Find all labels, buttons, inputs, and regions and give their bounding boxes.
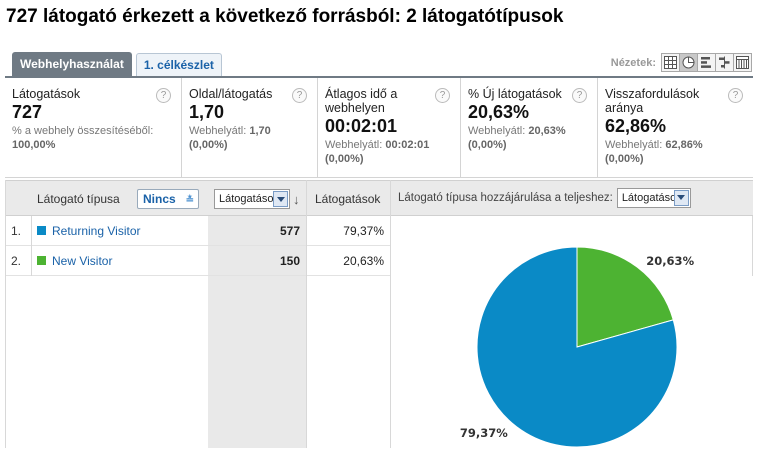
table-view-icon[interactable] <box>661 53 680 72</box>
metric-sub-text: Webhelyátl: <box>325 139 383 151</box>
divider <box>390 180 391 448</box>
metric-sub-value: (0,00%) <box>468 139 507 151</box>
tab-goal-set-1[interactable]: 1. célkészlet <box>135 53 222 76</box>
metric-new-visits: % Új látogatások 20,63% Webhelyátl: 20,6… <box>461 78 598 177</box>
metric-sub-text: Webhelyátl: <box>605 139 663 151</box>
metric-avg-time: Átlagos idő a webhelyen 00:02:01 Webhely… <box>318 78 461 177</box>
table-header: Látogató típusa Nincs ≛ Látogatások ↓ Lá… <box>5 180 753 216</box>
metric-sub: Webhelyátl: 00:02:01 (0,00%) <box>325 138 454 166</box>
metric-value: 1,70 <box>189 102 225 122</box>
metric-value: 62,86% <box>605 116 667 136</box>
metric-sub-inline: 20,63% <box>528 125 566 137</box>
metric-label: Visszafordulások aránya <box>605 87 700 115</box>
metric-value: 20,63% <box>468 102 530 122</box>
metric-sub-text: Webhelyátl: <box>468 125 526 137</box>
pie-view-icon[interactable] <box>679 53 698 72</box>
secondary-dimension-value: Nincs <box>143 192 176 206</box>
metrics-summary: Látogatások 727 % a webhely összesítéséb… <box>5 78 753 178</box>
chevron-down-icon <box>273 191 288 207</box>
metric-label: Látogatások <box>12 87 81 101</box>
pie-label: 79,37% <box>460 426 508 440</box>
pie-chart: 20,63% 79,37% <box>460 246 695 448</box>
metric-sub: Webhelyátl: 62,86% (0,00%) <box>605 138 747 166</box>
bar-view-icon[interactable] <box>697 53 716 72</box>
data-table: Látogató típusa Nincs ≛ Látogatások ↓ Lá… <box>5 180 753 448</box>
view-switcher: Nézetek: <box>611 53 752 72</box>
color-swatch <box>37 256 46 265</box>
row-number: 1. <box>11 224 22 238</box>
help-icon[interactable]: ? <box>435 88 450 103</box>
help-icon[interactable]: ? <box>572 88 587 103</box>
metric-value: 727 <box>12 102 43 122</box>
help-icon[interactable]: ? <box>156 88 171 103</box>
metric-label: Oldal/látogatás <box>189 87 273 101</box>
metric-sub-text: % a webhely összesítéséből: <box>12 125 154 137</box>
metric-header[interactable]: Látogatások <box>315 191 381 206</box>
pie-slice-returning-visitor[interactable] <box>476 246 678 448</box>
row-percent: 79,37% <box>343 224 384 238</box>
divider <box>306 180 307 448</box>
metric-pages-per-visit: Oldal/látogatás 1,70 Webhelyátl: 1,70 (0,… <box>182 78 318 177</box>
page-title: 727 látogató érkezett a következő forrás… <box>6 6 564 27</box>
help-icon[interactable]: ? <box>292 88 307 103</box>
metric-visits: Látogatások 727 % a webhely összesítéséb… <box>5 78 182 177</box>
row-percent: 20,63% <box>343 254 384 268</box>
metric-sub-inline: 62,86% <box>665 139 703 151</box>
metric-label: Átlagos idő a webhelyen <box>325 87 398 115</box>
row-number: 2. <box>11 254 22 268</box>
row-link[interactable]: New Visitor <box>52 254 113 268</box>
pie-label: 20,63% <box>646 254 694 268</box>
chevron-down-icon <box>673 189 689 206</box>
metric-bounce-rate: Visszafordulások aránya 62,86% Webhelyát… <box>598 78 753 177</box>
sort-descending-icon[interactable]: ↓ <box>293 192 300 207</box>
dimension-header[interactable]: Látogató típusa <box>37 191 120 206</box>
metric-sub-inline: 1,70 <box>249 125 271 137</box>
pie-metric-select[interactable]: Látogatások <box>616 187 691 208</box>
pie-contribution-label: Látogató típusa hozzájárulása a teljeshe… <box>398 191 613 204</box>
pie-header: Látogató típusa hozzájárulása a teljeshe… <box>390 180 753 215</box>
row-value: 150 <box>279 254 300 268</box>
metric-sub-value: (0,00%) <box>325 153 364 165</box>
table-row: 2. New Visitor 150 20,63% <box>5 246 390 276</box>
metric-sub: % a webhely összesítéséből: 100,00% <box>12 124 175 152</box>
help-icon[interactable]: ? <box>728 88 743 103</box>
sort-metric-value: Látogatások <box>219 193 279 205</box>
metric-sub-value: 100,00% <box>12 139 56 151</box>
metric-label: % Új látogatások <box>468 87 562 101</box>
sort-metric-select[interactable]: Látogatások <box>214 189 290 209</box>
row-link[interactable]: Returning Visitor <box>52 224 141 238</box>
chevron-down-icon: ≛ <box>185 195 194 206</box>
divider <box>752 216 753 276</box>
metric-sub-value: (0,00%) <box>189 139 228 151</box>
table-row: 1. Returning Visitor 577 79,37% <box>5 216 390 246</box>
metric-sub-text: Webhelyátl: <box>189 125 247 137</box>
sorted-column-bg <box>208 180 306 448</box>
divider <box>5 180 6 448</box>
color-swatch <box>37 226 46 235</box>
metric-sub-value: (0,00%) <box>605 153 644 165</box>
views-label: Nézetek: <box>610 56 656 69</box>
tab-site-usage[interactable]: Webhelyhasználat <box>12 52 132 76</box>
metric-sub: Webhelyátl: 1,70 (0,00%) <box>189 124 311 152</box>
metric-value: 00:02:01 <box>325 116 398 136</box>
pivot-view-icon[interactable] <box>733 53 752 72</box>
pie-metric-value: Látogatások <box>621 191 682 204</box>
metric-sub-inline: 00:02:01 <box>385 139 430 151</box>
report-tabs: Webhelyhasználat 1. célkészlet <box>12 52 226 76</box>
divider <box>31 216 32 276</box>
metric-sub: Webhelyátl: 20,63% (0,00%) <box>468 124 591 152</box>
row-value: 577 <box>279 224 300 238</box>
pie-slice-new-visitor[interactable] <box>576 246 674 348</box>
secondary-dimension-select[interactable]: Nincs ≛ <box>137 189 199 209</box>
tab-underline <box>5 76 753 78</box>
comparison-view-icon[interactable] <box>715 53 734 72</box>
